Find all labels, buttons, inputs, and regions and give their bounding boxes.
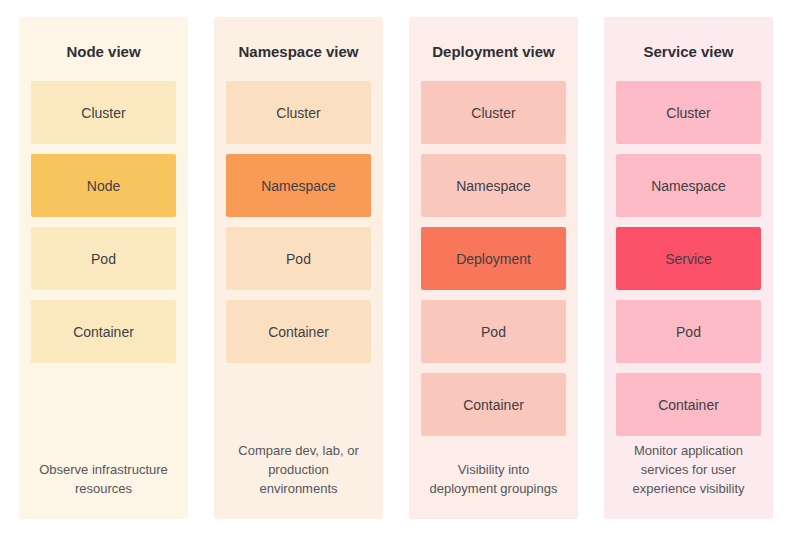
panel-description-node-view: Observe infrastructure resources (31, 460, 176, 498)
box-container: Container (31, 300, 176, 363)
box-container: Container (226, 300, 371, 363)
box-pod: Pod (421, 300, 566, 363)
box-container: Container (616, 373, 761, 436)
box-cluster: Cluster (421, 81, 566, 144)
views-board: Node view Cluster Node Pod Container Obs… (0, 0, 802, 538)
panel-description-deployment-view: Visibility into deployment groupings (421, 460, 566, 498)
node-view-boxes: Cluster Node Pod Container (31, 81, 176, 363)
panel-description-service-view: Monitor application services for user ex… (616, 441, 761, 498)
box-service-highlighted: Service (616, 227, 761, 290)
box-namespace: Namespace (421, 154, 566, 217)
panel-service-view: Service view Cluster Namespace Service P… (604, 17, 773, 519)
box-pod: Pod (616, 300, 761, 363)
box-container: Container (421, 373, 566, 436)
panel-deployment-view: Deployment view Cluster Namespace Deploy… (409, 17, 578, 519)
panel-title-deployment-view: Deployment view (421, 42, 566, 62)
panel-namespace-view: Namespace view Cluster Namespace Pod Con… (214, 17, 383, 519)
box-namespace-highlighted: Namespace (226, 154, 371, 217)
panel-node-view: Node view Cluster Node Pod Container Obs… (19, 17, 188, 519)
box-pod: Pod (226, 227, 371, 290)
service-view-boxes: Cluster Namespace Service Pod Container (616, 81, 761, 436)
panel-title-namespace-view: Namespace view (226, 42, 371, 62)
box-namespace: Namespace (616, 154, 761, 217)
box-pod: Pod (31, 227, 176, 290)
box-cluster: Cluster (616, 81, 761, 144)
panel-title-node-view: Node view (31, 42, 176, 62)
box-deployment-highlighted: Deployment (421, 227, 566, 290)
box-cluster: Cluster (226, 81, 371, 144)
box-cluster: Cluster (31, 81, 176, 144)
panel-title-service-view: Service view (616, 42, 761, 62)
box-node-highlighted: Node (31, 154, 176, 217)
deployment-view-boxes: Cluster Namespace Deployment Pod Contain… (421, 81, 566, 436)
panel-description-namespace-view: Compare dev, lab, or production environm… (226, 441, 371, 498)
namespace-view-boxes: Cluster Namespace Pod Container (226, 81, 371, 363)
